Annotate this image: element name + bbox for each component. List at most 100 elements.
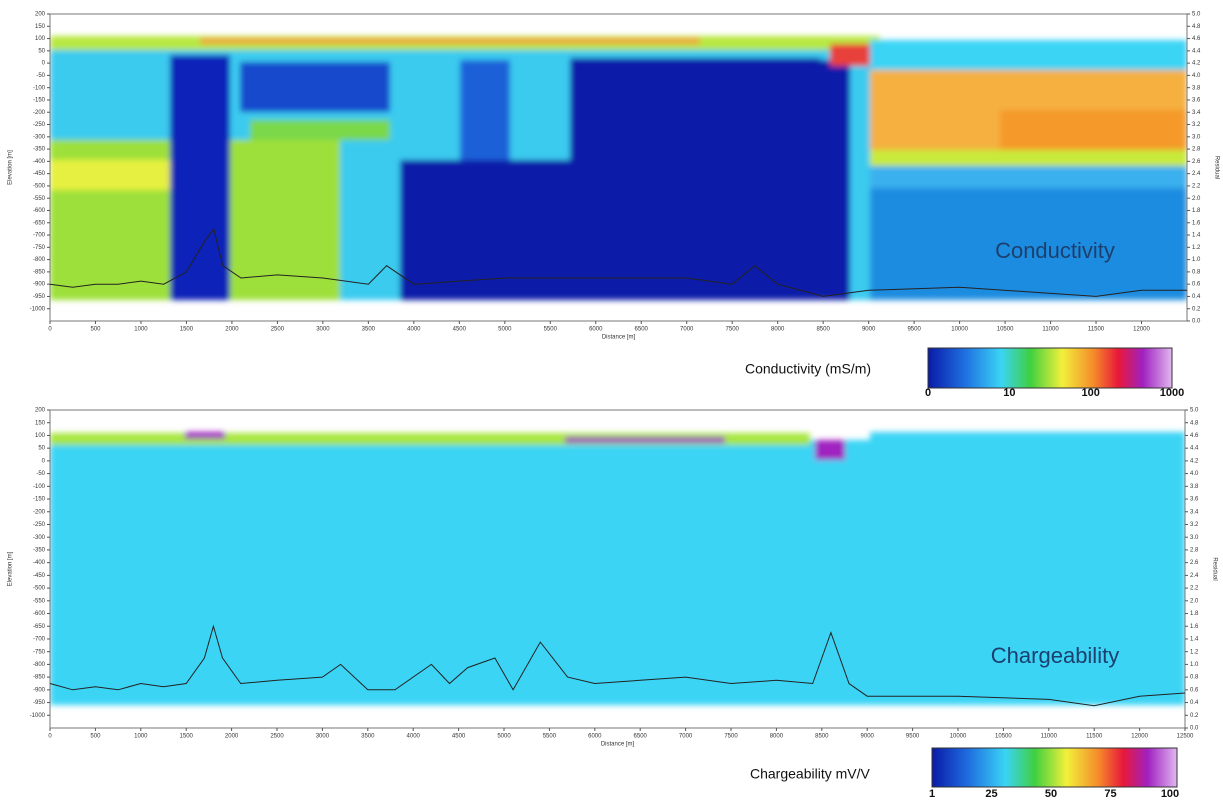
x-tick-label: 2500 <box>271 327 285 333</box>
x-tick-label: 3500 <box>362 327 376 333</box>
y-tick-label: 0 <box>42 61 46 67</box>
y-tick-label: -450 <box>33 573 46 579</box>
colorbar-tick-label: 0 <box>925 387 931 399</box>
y2-tick-label: 3.6 <box>1192 98 1201 104</box>
y-tick-label: 150 <box>35 24 46 30</box>
x-tick-label: 8000 <box>771 327 785 333</box>
x-tick-label: 9000 <box>861 734 875 740</box>
x-tick-label: 11000 <box>1042 327 1059 333</box>
x-tick-label: 5000 <box>498 327 512 333</box>
y-tick-label: -200 <box>33 509 46 515</box>
y-tick-label: -800 <box>33 257 46 263</box>
y2-tick-label: 0.0 <box>1192 319 1201 325</box>
y-tick-label: -650 <box>33 220 46 226</box>
x-tick-label: 6000 <box>589 327 603 333</box>
y-tick-label: 200 <box>35 408 46 414</box>
y2-tick-label: 0.0 <box>1190 726 1199 732</box>
x-tick-label: 4000 <box>407 734 421 740</box>
y2-tick-label: 1.8 <box>1192 208 1201 214</box>
x-axis-label: Distance [m] <box>601 742 635 748</box>
annotation: Chargeability <box>991 643 1119 668</box>
y-tick-label: -900 <box>33 687 46 693</box>
y-tick-label: 0 <box>42 458 46 464</box>
x-tick-label: 11500 <box>1086 734 1103 740</box>
y2-tick-label: 2.4 <box>1190 573 1199 579</box>
x-tick-label: 8000 <box>770 734 784 740</box>
y-tick-label: -150 <box>33 497 46 503</box>
y-tick-label: -300 <box>33 535 46 541</box>
x-tick-label: 0 <box>48 327 52 333</box>
annotation: Conductivity <box>995 238 1115 263</box>
y-tick-label: -600 <box>33 611 46 617</box>
y-tick-label: 100 <box>35 36 46 42</box>
x-tick-label: 5500 <box>544 327 558 333</box>
y-tick-label: -700 <box>33 637 46 643</box>
y-tick-label: -350 <box>33 547 46 553</box>
y2-tick-label: 2.2 <box>1192 183 1201 189</box>
y2-tick-label: 0.6 <box>1192 282 1201 288</box>
y-tick-label: -850 <box>33 269 46 275</box>
y2-tick-label: 2.6 <box>1190 560 1199 566</box>
plot-frame <box>49 13 1188 322</box>
x-tick-label: 1500 <box>180 734 194 740</box>
colorbar-tick-label: 25 <box>985 788 997 800</box>
y2-tick-label: 5.0 <box>1190 408 1199 414</box>
colorbar-label: Conductivity (mS/m) <box>745 361 871 377</box>
y-tick-label: -750 <box>33 649 46 655</box>
y-tick-label: -100 <box>33 484 46 490</box>
y-tick-label: -500 <box>33 183 46 189</box>
x-tick-label: 10000 <box>950 734 967 740</box>
y-tick-label: -850 <box>33 675 46 681</box>
conductivity-field <box>50 36 1187 300</box>
y2-tick-label: 2.4 <box>1192 171 1201 177</box>
y-tick-label: -550 <box>33 598 46 604</box>
y2-tick-label: 3.0 <box>1190 535 1199 541</box>
x-tick-label: 10500 <box>997 327 1014 333</box>
colorbar-label: Chargeability mV/V <box>750 766 870 782</box>
x-tick-label: 11500 <box>1088 327 1105 333</box>
y2-tick-label: 4.8 <box>1192 24 1201 30</box>
x-tick-label: 11000 <box>1041 734 1058 740</box>
x-tick-label: 500 <box>90 327 101 333</box>
y2-tick-label: 4.6 <box>1192 36 1201 42</box>
x-tick-label: 2000 <box>225 734 239 740</box>
y-axis-label: Elevation [m] <box>8 551 14 586</box>
x-tick-label: 3000 <box>316 327 330 333</box>
x-tick-label: 9500 <box>906 734 920 740</box>
colorbar-tick-label: 100 <box>1161 788 1179 800</box>
y2-tick-label: 3.2 <box>1192 122 1201 128</box>
y2-tick-label: 1.2 <box>1192 245 1201 251</box>
y2-tick-label: 1.0 <box>1190 662 1199 668</box>
y-tick-label: -50 <box>36 73 45 79</box>
y-tick-label: 100 <box>35 433 46 439</box>
colorbar-tick-label: 1 <box>929 788 935 800</box>
y2-tick-label: 0.6 <box>1190 687 1199 693</box>
y-tick-label: -650 <box>33 624 46 630</box>
chargeability-field <box>50 432 1185 705</box>
y-tick-label: -450 <box>33 171 46 177</box>
colorbar-tick-label: 75 <box>1104 788 1116 800</box>
y2-tick-label: 4.0 <box>1190 471 1199 477</box>
y-tick-label: -900 <box>33 282 46 288</box>
y2-tick-label: 3.0 <box>1192 134 1201 140</box>
y-tick-label: -950 <box>33 294 46 300</box>
x-tick-label: 4500 <box>452 734 466 740</box>
y2-tick-label: 2.2 <box>1190 586 1199 592</box>
y2-tick-label: 0.4 <box>1190 700 1199 706</box>
x-tick-label: 4500 <box>453 327 467 333</box>
x-tick-label: 7000 <box>679 734 693 740</box>
x-tick-label: 4000 <box>407 327 421 333</box>
x-tick-label: 8500 <box>816 327 830 333</box>
x-tick-label: 10500 <box>995 734 1012 740</box>
colorbar-tick-label: 10 <box>1003 387 1015 399</box>
colorbar-tick-label: 1000 <box>1160 387 1184 399</box>
y2-tick-label: 2.8 <box>1192 147 1201 153</box>
y2-tick-label: 1.8 <box>1190 611 1199 617</box>
x-tick-label: 6500 <box>635 327 649 333</box>
y-tick-label: -400 <box>33 560 46 566</box>
y2-tick-label: 2.6 <box>1192 159 1201 165</box>
y2-tick-label: 4.2 <box>1192 61 1201 67</box>
y2-tick-label: 3.6 <box>1190 497 1199 503</box>
y2-tick-label: 4.8 <box>1190 420 1199 426</box>
